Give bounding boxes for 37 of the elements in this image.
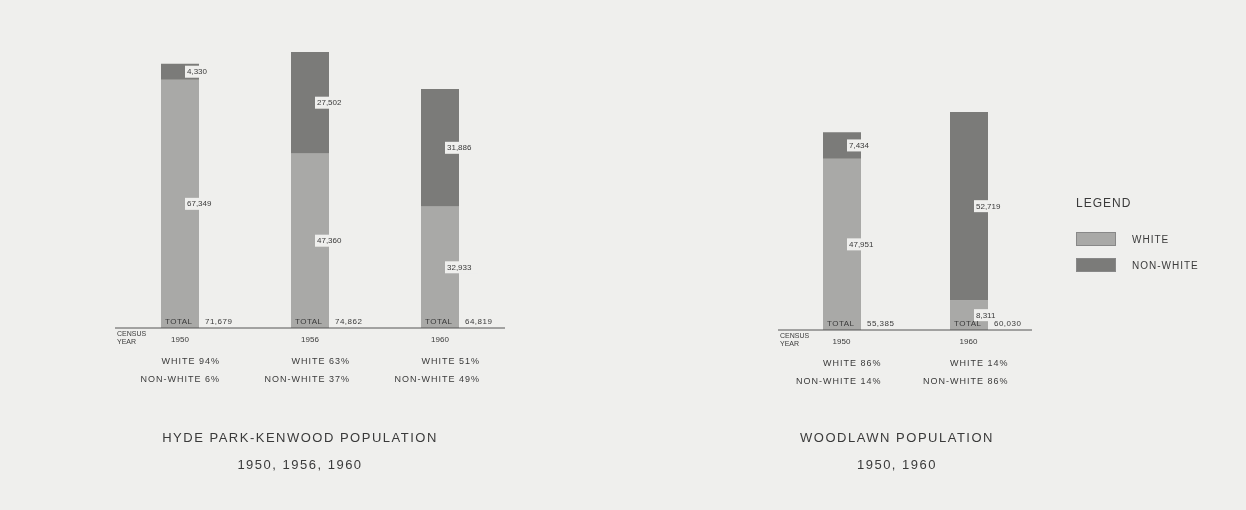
- data-label: 4,330: [187, 67, 208, 77]
- x-tick-label: 1950: [832, 336, 851, 346]
- x-tick-label: 1960: [431, 334, 450, 344]
- data-label: 52,719: [976, 201, 1002, 211]
- text: WHITE 94%: [160, 356, 220, 366]
- text: WHITE 51%: [420, 356, 480, 366]
- data-label: 27,502: [317, 98, 343, 108]
- total-label: TOTAL 64,819: [425, 317, 493, 326]
- total-label: TOTAL 71,679: [165, 317, 233, 326]
- data-label: 31,886: [447, 143, 473, 153]
- text: NON-WHITE 6%: [139, 374, 220, 384]
- text: 1950, 1960: [855, 457, 939, 472]
- text: HYDE PARK-KENWOOD POPULATION: [161, 430, 439, 445]
- text: WHITE 14%: [949, 358, 1009, 368]
- data-label: 47,360: [317, 236, 343, 246]
- legend-label: WHITE: [1132, 233, 1170, 245]
- data-label: 32,933: [447, 262, 473, 272]
- total-label: TOTAL 55,385: [827, 319, 895, 328]
- text: 1950, 1956, 1960: [236, 457, 364, 472]
- text: WOODLAWN POPULATION: [799, 430, 995, 445]
- text: WHITE 63%: [290, 356, 350, 366]
- data-label: 67,349: [187, 199, 213, 209]
- data-label: 7,434: [849, 140, 870, 150]
- data-label: 8,311: [976, 310, 996, 320]
- data-label: 47,951: [849, 239, 875, 249]
- legend-title: LEGEND: [1076, 196, 1133, 210]
- text: NON-WHITE 14%: [795, 376, 882, 386]
- text: NON-WHITE 86%: [922, 376, 1009, 386]
- legend-label: NON-WHITE: [1132, 259, 1199, 271]
- total-label: TOTAL 60,030: [954, 319, 1022, 328]
- x-tick-label: 1950: [171, 334, 190, 344]
- text: NON-WHITE 37%: [263, 374, 350, 384]
- text: NON-WHITE 49%: [393, 374, 480, 384]
- x-tick-label: 1960: [959, 336, 978, 346]
- text: WHITE 86%: [822, 358, 882, 368]
- x-tick-label: 1956: [301, 334, 320, 344]
- total-label: TOTAL 74,862: [295, 317, 363, 326]
